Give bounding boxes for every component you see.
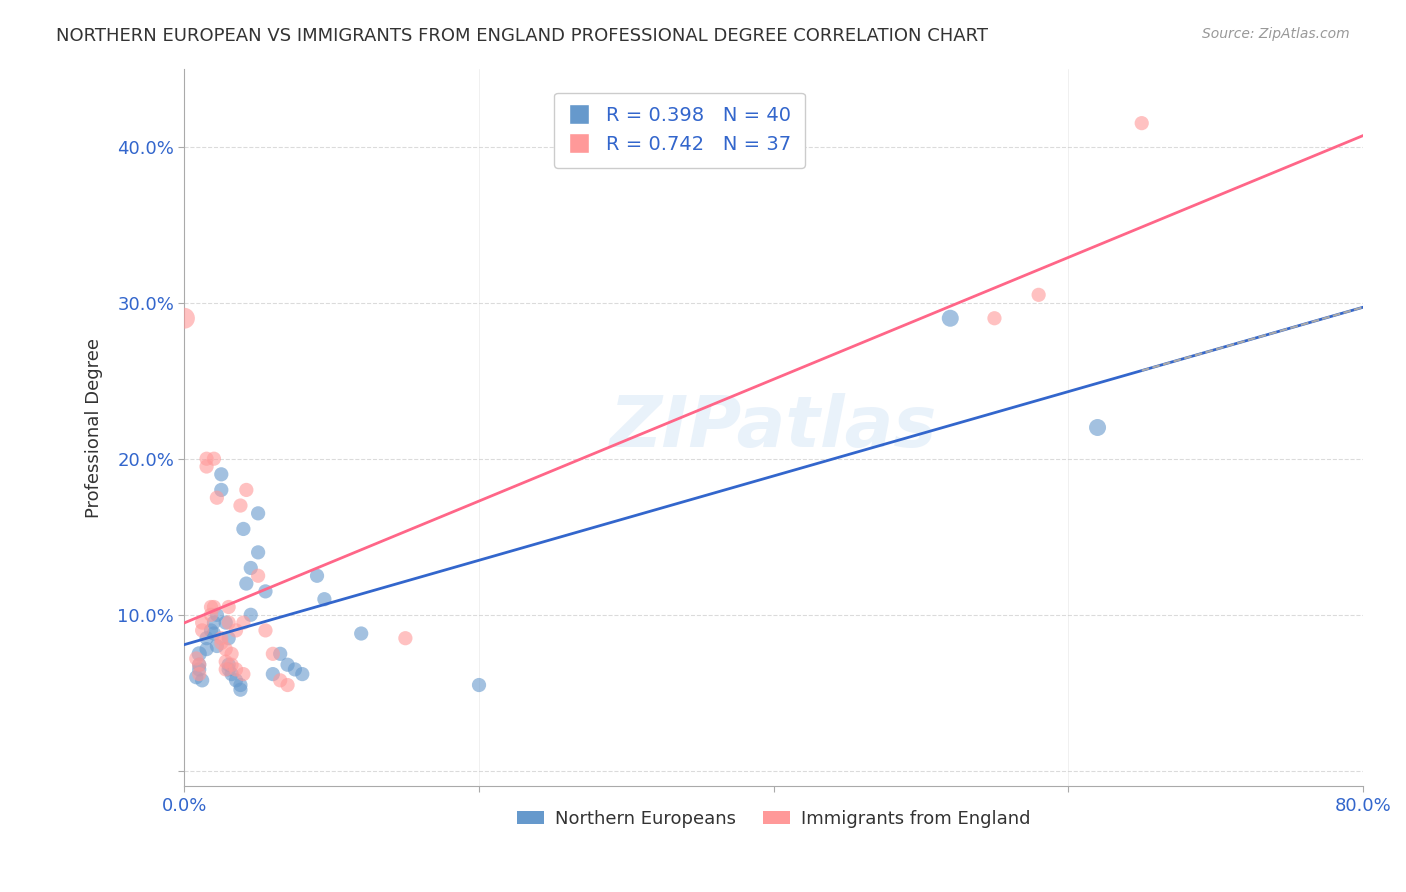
Point (221, 667, 243, 681)
Point (232, 615, 254, 630)
Point (173, 311, 195, 326)
Point (205, 639, 228, 653)
Point (350, 626, 373, 640)
Point (262, 667, 284, 681)
Point (215, 642, 238, 657)
Point (205, 491, 228, 505)
Point (202, 615, 225, 630)
Point (215, 615, 238, 630)
Point (209, 467, 232, 482)
Point (277, 678, 299, 692)
Point (939, 311, 962, 326)
Point (195, 459, 218, 474)
Point (239, 607, 262, 622)
Point (188, 662, 211, 676)
Point (232, 667, 254, 681)
Point (202, 626, 225, 640)
Point (247, 506, 270, 520)
Point (221, 657, 243, 672)
Point (188, 657, 211, 672)
Point (1028, 288, 1050, 302)
Point (225, 624, 247, 638)
Point (209, 636, 232, 650)
Point (239, 561, 262, 575)
Point (277, 657, 299, 672)
Point (983, 311, 1005, 326)
Point (200, 624, 222, 638)
Point (221, 647, 243, 661)
Point (229, 682, 252, 697)
Point (200, 599, 222, 614)
Point (188, 667, 211, 681)
Point (235, 483, 257, 497)
Point (314, 592, 336, 607)
Point (269, 673, 291, 688)
Point (195, 642, 218, 657)
Point (195, 451, 218, 466)
Point (291, 667, 314, 681)
Point (188, 657, 211, 672)
Point (262, 647, 284, 661)
Point (247, 545, 270, 559)
Point (218, 662, 240, 676)
Point (195, 631, 218, 645)
Text: Source: ZipAtlas.com: Source: ZipAtlas.com (1202, 27, 1350, 41)
Point (215, 655, 238, 669)
Text: ZIPatlas: ZIPatlas (610, 393, 938, 462)
Point (202, 599, 225, 614)
Point (468, 678, 491, 692)
Point (191, 615, 214, 630)
Point (191, 673, 214, 688)
Point (254, 584, 277, 599)
Point (202, 451, 225, 466)
Point (1130, 116, 1153, 130)
Point (205, 607, 228, 622)
Point (235, 576, 257, 591)
Point (229, 678, 252, 692)
Point (209, 631, 232, 645)
Point (218, 657, 240, 672)
Point (200, 607, 222, 622)
Point (218, 631, 240, 645)
Point (394, 631, 416, 645)
Point (269, 647, 291, 661)
Point (229, 499, 252, 513)
Point (247, 568, 270, 582)
Point (215, 662, 238, 676)
Point (188, 647, 211, 661)
Point (1087, 420, 1109, 434)
Point (232, 522, 254, 536)
Point (218, 615, 240, 630)
Point (191, 624, 214, 638)
Point (209, 483, 232, 497)
Point (254, 624, 277, 638)
Text: NORTHERN EUROPEAN VS IMMIGRANTS FROM ENGLAND PROFESSIONAL DEGREE CORRELATION CHA: NORTHERN EUROPEAN VS IMMIGRANTS FROM ENG… (56, 27, 988, 45)
Point (218, 599, 240, 614)
Legend: Northern Europeans, Immigrants from England: Northern Europeans, Immigrants from Engl… (509, 803, 1038, 835)
Point (186, 651, 208, 665)
Point (186, 670, 208, 684)
Point (225, 673, 247, 688)
Point (225, 662, 247, 676)
Point (284, 662, 307, 676)
Point (305, 568, 328, 582)
Y-axis label: Professional Degree: Professional Degree (86, 337, 103, 517)
